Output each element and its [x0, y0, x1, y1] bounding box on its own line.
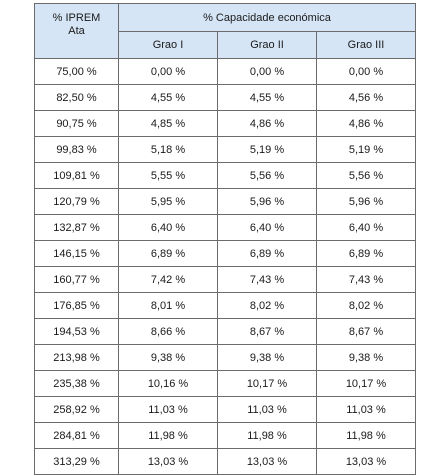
- table-row: 235,38 % 10,16 % 10,17 % 10,17 %: [34, 370, 416, 397]
- table-row: 82,50 % 4,55 % 4,55 % 4,56 %: [34, 84, 416, 111]
- grade-2-cell: 10,17 %: [217, 370, 317, 397]
- grade-2-cell: 8,02 %: [217, 292, 317, 319]
- grade-3-cell: 7,43 %: [316, 266, 416, 293]
- grade-3-cell: 5,56 %: [316, 162, 416, 189]
- table-row: 90,75 % 4,85 % 4,86 % 4,86 %: [34, 110, 416, 137]
- grade-2-cell: 0,00 %: [217, 58, 317, 85]
- grade-3-cell: 8,02 %: [316, 292, 416, 319]
- grade-2-cell: 4,55 %: [217, 84, 317, 111]
- table-row: 313,29 % 13,03 % 13,03 % 13,03 %: [34, 448, 416, 475]
- grade-3-cell: 13,03 %: [316, 448, 416, 475]
- table-container: % IPREM Ata % Capacidade económica Grao …: [34, 3, 416, 475]
- iprem-cell: 146,15 %: [34, 240, 119, 267]
- iprem-cell: 120,79 %: [34, 188, 119, 215]
- header-capacity-group: % Capacidade económica: [118, 3, 416, 32]
- grade-3-cell: 0,00 %: [316, 58, 416, 85]
- grade-1-cell: 10,16 %: [118, 370, 218, 397]
- table-row: 109,81 % 5,55 % 5,56 % 5,56 %: [34, 162, 416, 189]
- iprem-cell: 176,85 %: [34, 292, 119, 319]
- header-grade-2: Grao II: [217, 31, 317, 59]
- table-row: 194,53 % 8,66 % 8,67 % 8,67 %: [34, 318, 416, 345]
- grade-2-cell: 5,96 %: [217, 188, 317, 215]
- header-iprem-line-2: Ata: [68, 25, 85, 37]
- header-iprem-line-1: % IPREM: [52, 12, 101, 24]
- iprem-cell: 160,77 %: [34, 266, 119, 293]
- grade-1-cell: 0,00 %: [118, 58, 218, 85]
- table-row: 75,00 % 0,00 % 0,00 % 0,00 %: [34, 58, 416, 85]
- table-row: 176,85 % 8,01 % 8,02 % 8,02 %: [34, 292, 416, 319]
- table-row: 284,81 % 11,98 % 11,98 % 11,98 %: [34, 422, 416, 449]
- table-row: 132,87 % 6,40 % 6,40 % 6,40 %: [34, 214, 416, 241]
- iprem-cell: 313,29 %: [34, 448, 119, 475]
- iprem-cell: 213,98 %: [34, 344, 119, 371]
- grade-1-cell: 8,01 %: [118, 292, 218, 319]
- table-body: 75,00 % 0,00 % 0,00 % 0,00 % 82,50 % 4,55 % 4,…: [34, 58, 416, 475]
- table-header: % IPREM Ata % Capacidade económica Grao …: [34, 3, 416, 59]
- table-row: 99,83 % 5,18 % 5,19 % 5,19 %: [34, 136, 416, 163]
- iprem-cell: 132,87 %: [34, 214, 119, 241]
- iprem-cell: 75,00 %: [34, 58, 119, 85]
- grade-3-cell: 6,40 %: [316, 214, 416, 241]
- header-row-group: % IPREM Ata % Capacidade económica: [34, 3, 416, 59]
- table-row: 146,15 % 6,89 % 6,89 % 6,89 %: [34, 240, 416, 267]
- grade-3-cell: 5,96 %: [316, 188, 416, 215]
- grade-1-cell: 5,95 %: [118, 188, 218, 215]
- table-row: 258,92 % 11,03 % 11,03 % 11,03 %: [34, 396, 416, 423]
- grade-3-cell: 6,89 %: [316, 240, 416, 267]
- grade-3-cell: 8,67 %: [316, 318, 416, 345]
- iprem-cell: 109,81 %: [34, 162, 119, 189]
- iprem-cell: 284,81 %: [34, 422, 119, 449]
- iprem-cell: 90,75 %: [34, 110, 119, 137]
- grade-1-cell: 6,89 %: [118, 240, 218, 267]
- grade-3-cell: 10,17 %: [316, 370, 416, 397]
- iprem-cell: 99,83 %: [34, 136, 119, 163]
- grade-2-cell: 11,03 %: [217, 396, 317, 423]
- grade-2-cell: 8,67 %: [217, 318, 317, 345]
- header-grade-1: Grao I: [118, 31, 218, 59]
- grade-2-cell: 4,86 %: [217, 110, 317, 137]
- capacity-table: % IPREM Ata % Capacidade económica Grao …: [34, 3, 416, 475]
- grade-3-cell: 5,19 %: [316, 136, 416, 163]
- grade-1-cell: 8,66 %: [118, 318, 218, 345]
- grade-1-cell: 11,03 %: [118, 396, 218, 423]
- grade-2-cell: 11,98 %: [217, 422, 317, 449]
- header-row-grades: Grao I Grao II Grao III: [35, 31, 416, 59]
- grade-1-cell: 4,55 %: [118, 84, 218, 111]
- grade-2-cell: 6,40 %: [217, 214, 317, 241]
- header-grade-3: Grao III: [316, 31, 416, 59]
- grade-2-cell: 5,19 %: [217, 136, 317, 163]
- grade-3-cell: 4,56 %: [316, 84, 416, 111]
- grade-3-cell: 9,38 %: [316, 344, 416, 371]
- grade-2-cell: 13,03 %: [217, 448, 317, 475]
- grade-3-cell: 11,03 %: [316, 396, 416, 423]
- grade-1-cell: 7,42 %: [118, 266, 218, 293]
- grade-2-cell: 7,43 %: [217, 266, 317, 293]
- grade-3-cell: 11,98 %: [316, 422, 416, 449]
- iprem-cell: 82,50 %: [34, 84, 119, 111]
- grade-2-cell: 5,56 %: [217, 162, 317, 189]
- grade-1-cell: 13,03 %: [118, 448, 218, 475]
- iprem-cell: 194,53 %: [34, 318, 119, 345]
- grade-2-cell: 9,38 %: [217, 344, 317, 371]
- grade-1-cell: 4,85 %: [118, 110, 218, 137]
- iprem-cell: 258,92 %: [34, 396, 119, 423]
- grade-1-cell: 9,38 %: [118, 344, 218, 371]
- table-row: 160,77 % 7,42 % 7,43 % 7,43 %: [34, 266, 416, 293]
- table-row: 213,98 % 9,38 % 9,38 % 9,38 %: [34, 344, 416, 371]
- grade-1-cell: 5,55 %: [118, 162, 218, 189]
- table-row: 120,79 % 5,95 % 5,96 % 5,96 %: [34, 188, 416, 215]
- grade-1-cell: 11,98 %: [118, 422, 218, 449]
- grade-1-cell: 5,18 %: [118, 136, 218, 163]
- header-iprem: % IPREM Ata: [34, 3, 119, 59]
- grade-3-cell: 4,86 %: [316, 110, 416, 137]
- grade-2-cell: 6,89 %: [217, 240, 317, 267]
- iprem-cell: 235,38 %: [34, 370, 119, 397]
- grade-1-cell: 6,40 %: [118, 214, 218, 241]
